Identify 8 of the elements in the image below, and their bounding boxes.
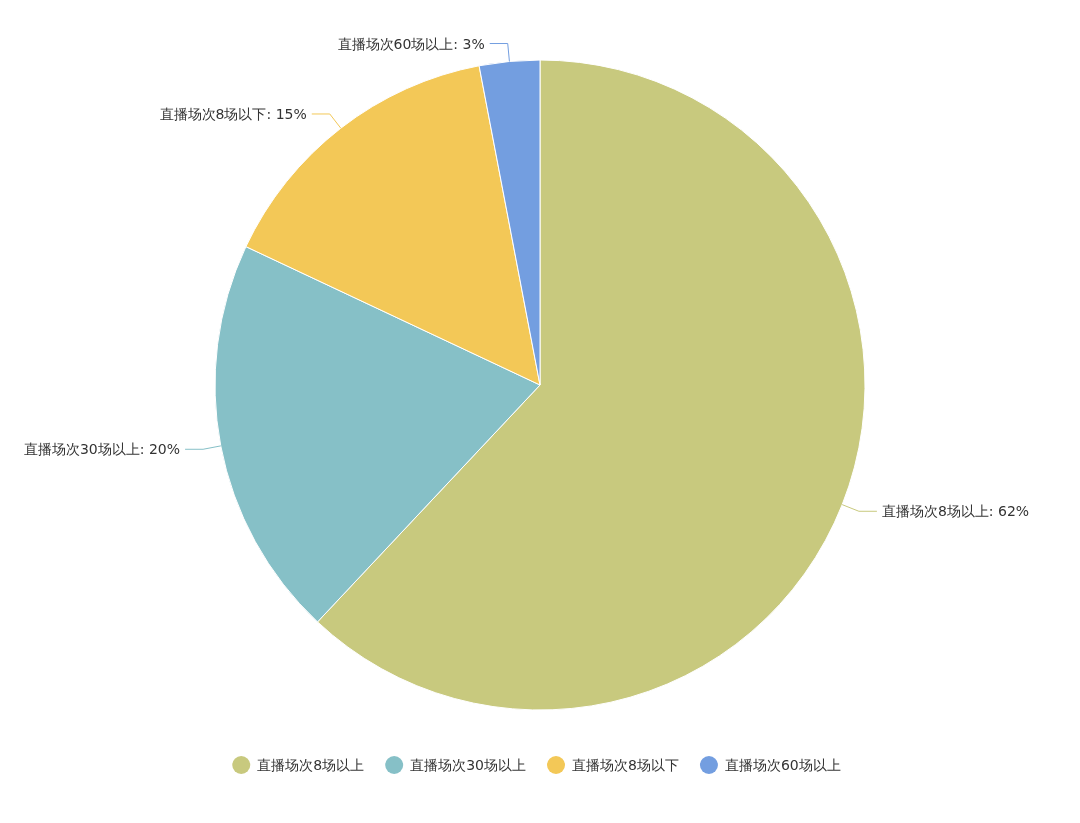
data-label: 直播场次8场以上: 62% [881, 503, 1030, 520]
legend-label: 直播场次60场以上 [724, 757, 841, 773]
data-label: 直播场次60场以上: 3% [337, 35, 485, 52]
legend-label: 直播场次8场以下 [572, 757, 679, 773]
legend-label: 直播场次8场以上 [257, 757, 365, 773]
data-label: 直播场次8场以下: 15% [159, 105, 307, 122]
legend-label: 直播场次30场以上 [410, 757, 526, 773]
data-label: 直播场次30场以上: 20% [23, 441, 181, 458]
